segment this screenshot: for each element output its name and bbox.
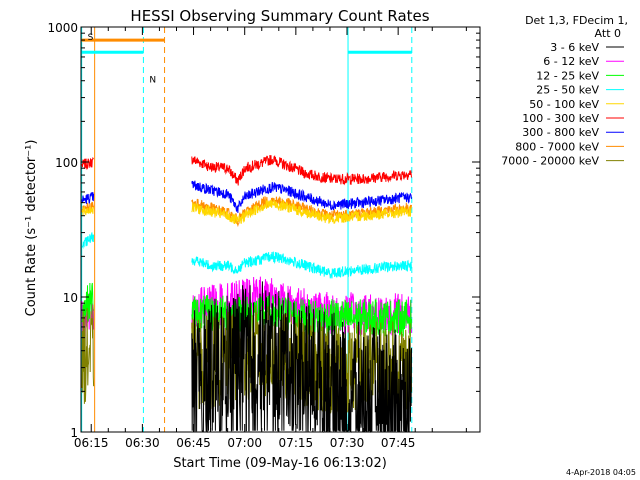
x-tick-label-2: 06:45 xyxy=(176,436,211,450)
plot-frame xyxy=(80,26,481,433)
y-tick-label-1: 10 xyxy=(63,291,78,305)
legend-header-line-1: Det 1,3, FDecim 1, xyxy=(525,14,628,27)
series-line-0-seg-1 xyxy=(191,154,412,186)
y-tick-label-0: 1 xyxy=(70,426,78,440)
x-tick-label-6: 07:45 xyxy=(381,436,416,450)
y-axis-label: Count Rate (s⁻¹ detector⁻¹) xyxy=(24,140,39,317)
series-line-1-seg-1 xyxy=(191,180,412,213)
legend-entry-label-4: 50 - 100 keV xyxy=(529,98,599,111)
legend-entry-label-6: 300 - 800 keV xyxy=(522,126,599,139)
legend-entry-label-2: 12 - 25 keV xyxy=(536,69,599,82)
series-line-4-seg-1 xyxy=(191,251,412,279)
footer-timestamp: 4-Apr-2018 04:05 xyxy=(566,468,636,477)
series-line-1-seg-0 xyxy=(81,192,95,205)
series-line-3-seg-1 xyxy=(191,199,412,225)
flag-label-0: S xyxy=(88,33,94,43)
x-tick-label-1: 06:30 xyxy=(125,436,160,450)
y-tick-label-2: 100 xyxy=(55,156,78,170)
y-tick-label-3: 1000 xyxy=(47,21,78,35)
axes: 1 10 100 1000 06:15 06:30 06:45 07:00 07:15 07:30… xyxy=(47,21,481,450)
chart-title: HESSI Observing Summary Count Rates xyxy=(130,7,429,25)
series-line-4-seg-0 xyxy=(81,232,95,249)
legend-entry-label-3: 25 - 50 keV xyxy=(536,84,599,97)
legend-entry-label-7: 800 - 7000 keV xyxy=(515,140,599,153)
legend-entry-label-5: 100 - 300 keV xyxy=(522,112,599,125)
plot-area: SN xyxy=(81,27,413,434)
series-line-6-seg-0 xyxy=(81,282,94,328)
series-line-8-seg-1 xyxy=(191,281,412,434)
series-line-0-seg-0 xyxy=(81,156,94,171)
legend-entry-label-1: 6 - 12 keV xyxy=(543,55,599,68)
x-axis-label: Start Time (09-May-16 06:13:02) xyxy=(173,456,387,471)
x-tick-label-0: 06:15 xyxy=(74,436,109,450)
legend-header-line-2: Att 0 xyxy=(595,27,621,40)
legend-entry-label-0: 3 - 6 keV xyxy=(550,41,599,54)
series-line-3-seg-0 xyxy=(81,206,95,217)
series-line-7-seg-0 xyxy=(81,304,95,404)
x-tick-label-3: 07:00 xyxy=(227,436,262,450)
flag-label-1: N xyxy=(149,75,156,85)
legend-entry-label-8: 7000 - 20000 keV xyxy=(501,155,599,168)
x-tick-label-5: 07:30 xyxy=(330,436,365,450)
x-tick-label-4: 07:15 xyxy=(279,436,314,450)
